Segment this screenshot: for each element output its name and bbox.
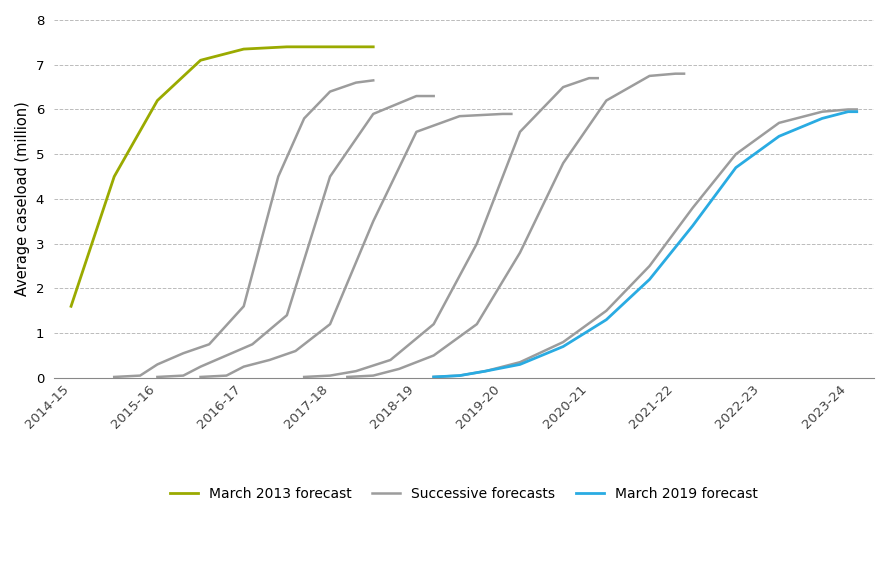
Legend: March 2013 forecast, Successive forecasts, March 2019 forecast: March 2013 forecast, Successive forecast…	[164, 482, 764, 507]
Y-axis label: Average caseload (million): Average caseload (million)	[15, 102, 30, 296]
